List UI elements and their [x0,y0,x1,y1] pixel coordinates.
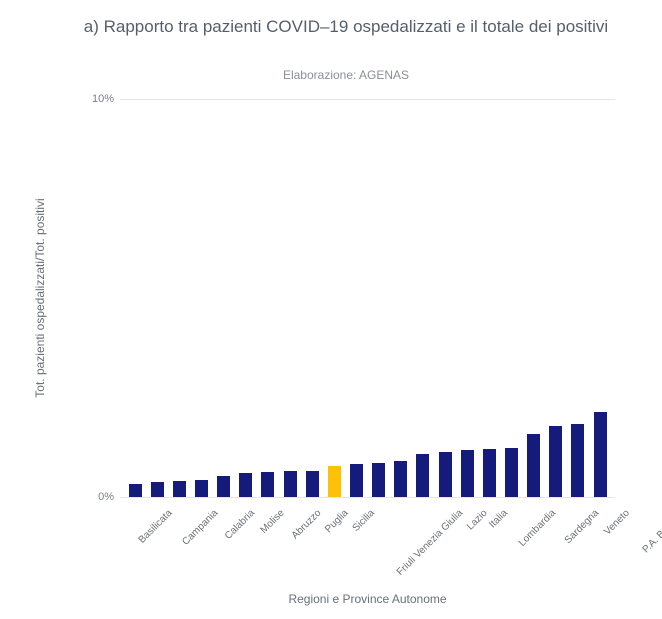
bar-slot [368,100,390,498]
bar [549,426,562,498]
bar [151,482,164,498]
bar [394,461,407,498]
y-tick-min: 0% [74,491,114,503]
x-tick-label: P.A. Bolzano [641,508,662,556]
bar [284,471,297,498]
bar-slot [390,100,412,498]
bar [594,412,607,498]
bar-slot [257,100,279,498]
bar-slot [124,100,146,498]
bar-slot [589,100,611,498]
bar [571,424,584,498]
x-label-slot: Friuli Venezia Giulia [369,502,457,582]
bar [129,484,142,498]
bar [527,434,540,498]
bar [239,473,252,498]
x-tick-label: Friuli Venezia Giulia [395,508,465,578]
bar [461,450,474,498]
bar [217,476,230,498]
bar-slot [190,100,212,498]
baseline [120,497,615,498]
bar [173,481,186,498]
plot-area [120,99,615,498]
bar [483,449,496,498]
x-axis-label: Regioni e Province Autonome [120,592,615,606]
bar-slot [235,100,257,498]
bars-group [120,100,615,498]
bar [261,472,274,498]
bar-slot [213,100,235,498]
bar-slot [323,100,345,498]
bar [328,466,341,498]
bar-slot [567,100,589,498]
chart-container: a) Rapporto tra pazienti COVID–19 ospeda… [0,0,662,619]
y-axis-label: Tot. pazienti ospedalizzati/Tot. positiv… [33,198,47,397]
bar-slot [523,100,545,498]
bar [439,452,452,498]
bar [372,463,385,498]
bar-slot [301,100,323,498]
x-label-slot: Lombardia [503,502,550,582]
bar [416,454,429,498]
bar-slot [168,100,190,498]
bar-slot [478,100,500,498]
bar-slot [279,100,301,498]
bar-slot [500,100,522,498]
bar [505,448,518,498]
bar [306,471,319,498]
bar-slot [345,100,367,498]
chart-subtitle: Elaborazione: AGENAS [60,68,632,82]
y-tick-max: 10% [74,93,114,105]
bar [195,480,208,498]
x-labels-group: BasilicataCampaniaCalabriaMoliseAbruzzoP… [120,502,623,582]
bar-slot [146,100,168,498]
chart-title: a) Rapporto tra pazienti COVID–19 ospeda… [60,16,632,39]
bar-slot [456,100,478,498]
x-label-slot: Basilicata [124,502,167,582]
bar [350,464,363,498]
bar-slot [412,100,434,498]
bar-slot [434,100,456,498]
bar-slot [545,100,567,498]
